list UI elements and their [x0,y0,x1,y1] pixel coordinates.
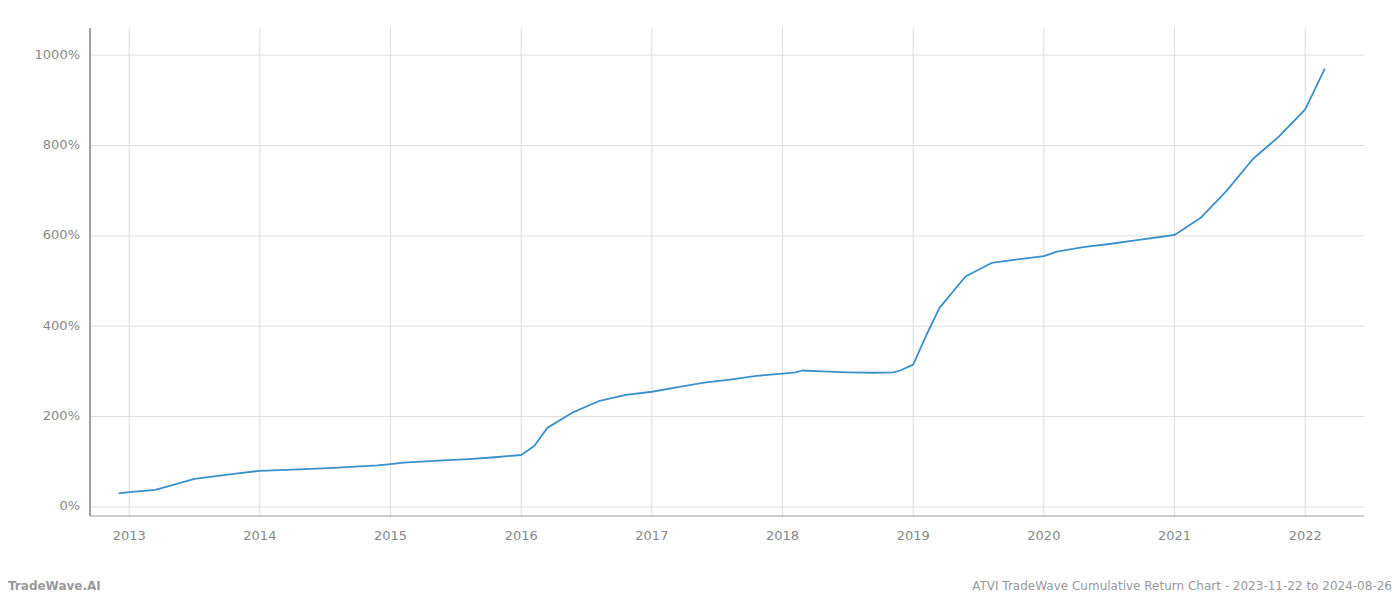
grid-line-x [1043,28,1044,516]
line [119,69,1325,494]
grid-line-y [90,416,1364,417]
y-axis-line [90,28,91,516]
x-tick-label: 2019 [897,528,930,543]
axes: 0% 200% 400% 600% 800% 1000% 2013 2014 2015 2016 2… [35,28,1364,543]
chart: 0% 200% 400% 600% 800% 1000% 2013 2014 2015 2016 2… [0,0,1400,600]
grid-line-y [90,506,1364,507]
x-tick-label: 2022 [1289,528,1322,543]
x-tick-label: 2021 [1158,528,1191,543]
x-tick-label: 2016 [505,528,538,543]
grid-line-x [913,28,914,516]
grid-line-x [259,28,260,516]
series-group [119,69,1325,494]
grid-line-x [782,28,783,516]
grid-line-x [521,28,522,516]
grid-line-y [90,326,1364,327]
y-tick-label: 600% [43,227,80,242]
grid-line-x [129,28,130,516]
y-tick-label: 400% [43,318,80,333]
grid-line-y [90,145,1364,146]
y-tick-label: 200% [43,408,80,423]
x-tick-label: 2018 [766,528,799,543]
footer-text: TradeWave.AI [8,579,101,593]
grid-line-y [90,55,1364,56]
grid-line-x [651,28,652,516]
y-tick-label: 800% [43,137,80,152]
x-tick-label: 2014 [243,528,276,543]
x-tick-label: 2020 [1027,528,1060,543]
grid-line-x [1174,28,1175,516]
x-axis-line [90,516,1364,517]
x-tick-label: 2015 [374,528,407,543]
grid-line-x [1305,28,1306,516]
y-tick-label: 1000% [35,47,80,62]
grid [90,28,1364,516]
y-tick-label: 0% [59,498,80,513]
chart-container: 0% 200% 400% 600% 800% 1000% 2013 2014 2015 2016 2… [0,0,1400,600]
footer-text: ATVI TradeWave Cumulative Return Chart -… [972,579,1392,593]
x-tick-label: 2013 [113,528,146,543]
annotations: TradeWave.AI ATVI TradeWave Cumulative Re… [8,579,1392,593]
grid-line-x [390,28,391,516]
x-tick-label: 2017 [635,528,668,543]
